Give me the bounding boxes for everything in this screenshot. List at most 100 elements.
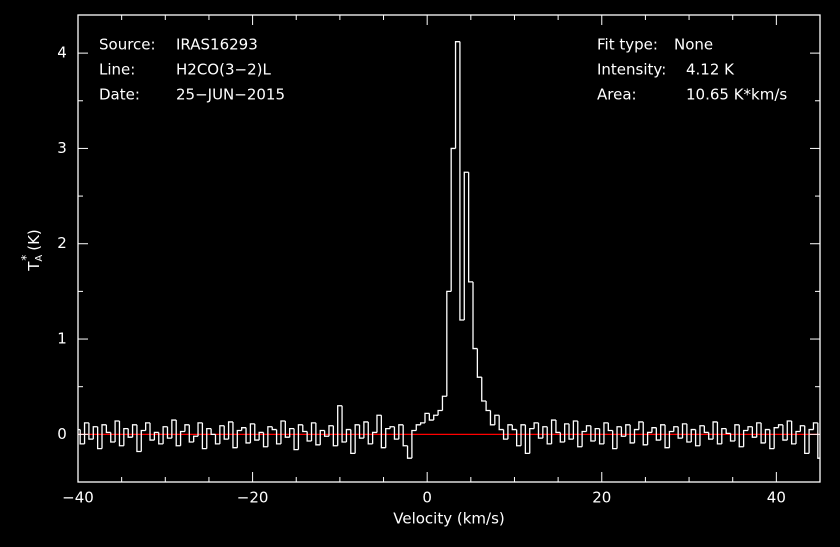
- spectrum-channel: [616, 426, 622, 449]
- spectrum-channel: [677, 426, 683, 439]
- spectrum-channel: [197, 422, 203, 437]
- spectrum-channel: [454, 41, 460, 149]
- spectrum-channel: [415, 424, 421, 431]
- spectrum-channel: [642, 421, 648, 446]
- spectrum-channel: [694, 429, 700, 447]
- spectrum-channel: [424, 412, 430, 423]
- spectrum-channel: [354, 424, 360, 454]
- spectrum-channel: [258, 431, 264, 441]
- spectrum-channel: [145, 422, 151, 431]
- spectrum-channel: [219, 425, 225, 444]
- spectrum-channel: [760, 422, 766, 444]
- annotation-label: Fit type:: [597, 36, 658, 54]
- spectrum-channel: [367, 421, 373, 445]
- spectrum-channel: [590, 425, 596, 442]
- spectrum-channel: [419, 422, 425, 425]
- y-axis-label: TA* (K): [19, 229, 46, 272]
- spectrum-channel: [275, 429, 281, 445]
- spectrum-channel: [751, 426, 757, 438]
- spectrum-channel: [345, 428, 351, 442]
- y-tick-label: 3: [57, 139, 67, 157]
- y-label-superscript: *: [19, 255, 33, 261]
- spectrum-channel: [241, 427, 247, 431]
- spectrum-channel: [302, 424, 308, 433]
- spectrum-channel: [131, 424, 137, 438]
- spectrum-channel: [306, 431, 312, 442]
- y-label-subscript: A: [34, 255, 45, 262]
- spectrum-channel: [764, 428, 770, 443]
- spectrum-channel: [542, 426, 548, 439]
- spectrum-channel: [612, 430, 618, 450]
- spectrum-channel: [564, 423, 570, 442]
- annotation-value: 10.65 K*km/s: [686, 86, 787, 104]
- spectrum-channel: [620, 426, 626, 437]
- spectrum-channel: [721, 427, 727, 444]
- annotation-value: 4.12 K: [686, 61, 735, 79]
- spectrum-channel: [280, 420, 286, 444]
- spectrum-channel: [502, 429, 508, 440]
- spectrum-channel: [795, 430, 801, 444]
- x-axis-label: Velocity (km/s): [393, 510, 504, 528]
- x-tick-label: 20: [592, 489, 611, 507]
- plot-frame: [77, 14, 821, 483]
- spectrum-channel: [472, 281, 478, 350]
- annotation-label: Line:: [99, 61, 135, 79]
- spectrum-channel: [428, 413, 434, 421]
- x-tick-label: −20: [237, 489, 269, 507]
- spectrum-channel: [341, 405, 347, 443]
- spectrum-channel: [398, 424, 404, 440]
- spectrum-channel: [153, 431, 159, 441]
- spectrum-channel: [193, 435, 199, 442]
- spectrum-channel: [284, 421, 290, 438]
- spectrum-channel: [494, 414, 500, 425]
- spectrum-channel: [625, 424, 631, 437]
- spectrum-channel: [271, 426, 277, 431]
- spectrum-channel: [699, 425, 705, 446]
- spectrum-channel: [725, 428, 731, 435]
- spectrum-channel: [489, 410, 495, 426]
- x-tick-label: 0: [422, 489, 432, 507]
- spectrum-channel: [581, 430, 587, 447]
- spectrum-channel: [88, 422, 94, 440]
- spectrum-channel: [437, 409, 443, 416]
- spectrum-channel: [232, 421, 238, 449]
- spectrum-channel: [406, 445, 412, 459]
- spectrum-channel: [376, 414, 382, 433]
- spectrum-channel: [385, 427, 391, 448]
- spectrum-channel: [358, 424, 364, 439]
- spectrum-channel: [136, 424, 142, 453]
- spectrum-channel: [594, 427, 600, 442]
- spectrum-channel: [533, 422, 539, 429]
- spectrum-channel: [363, 421, 369, 439]
- spectrum-channel: [812, 422, 818, 430]
- spectrum-channel: [742, 429, 748, 447]
- spectrum-channel: [511, 424, 517, 431]
- annotation-value: H2CO(3−2)L: [176, 61, 271, 79]
- spectrum-channel: [712, 421, 718, 440]
- spectrum-channel: [756, 422, 762, 438]
- spectrum-channel: [267, 426, 273, 447]
- spectrum-channel: [450, 147, 456, 292]
- y-tick-label: 4: [57, 44, 67, 62]
- spectrum-channel: [716, 421, 722, 445]
- spectrum-channel: [101, 424, 107, 449]
- spectrum-channel: [380, 415, 386, 449]
- spectrum-channel: [598, 428, 604, 445]
- spectrum-channel: [790, 421, 796, 445]
- spectrum-channel: [297, 424, 303, 450]
- spectrum-channel: [646, 431, 652, 445]
- spectrum-channel: [179, 430, 185, 446]
- spectrum-channel: [459, 41, 465, 321]
- spectrum-channel: [249, 423, 255, 443]
- spectrum-channel: [118, 421, 124, 447]
- spectrum-channel: [467, 172, 474, 283]
- annotation-label: Intensity:: [597, 61, 666, 79]
- spectrum-channel: [175, 420, 181, 447]
- spectrum-channel: [92, 426, 98, 440]
- spectrum-channel: [773, 427, 779, 449]
- spectrum-channel: [350, 429, 356, 455]
- y-label-symbol: T: [25, 261, 43, 272]
- spectrum-channel: [262, 432, 268, 448]
- spectrum-channel: [140, 429, 146, 452]
- spectrum-channel: [210, 428, 216, 435]
